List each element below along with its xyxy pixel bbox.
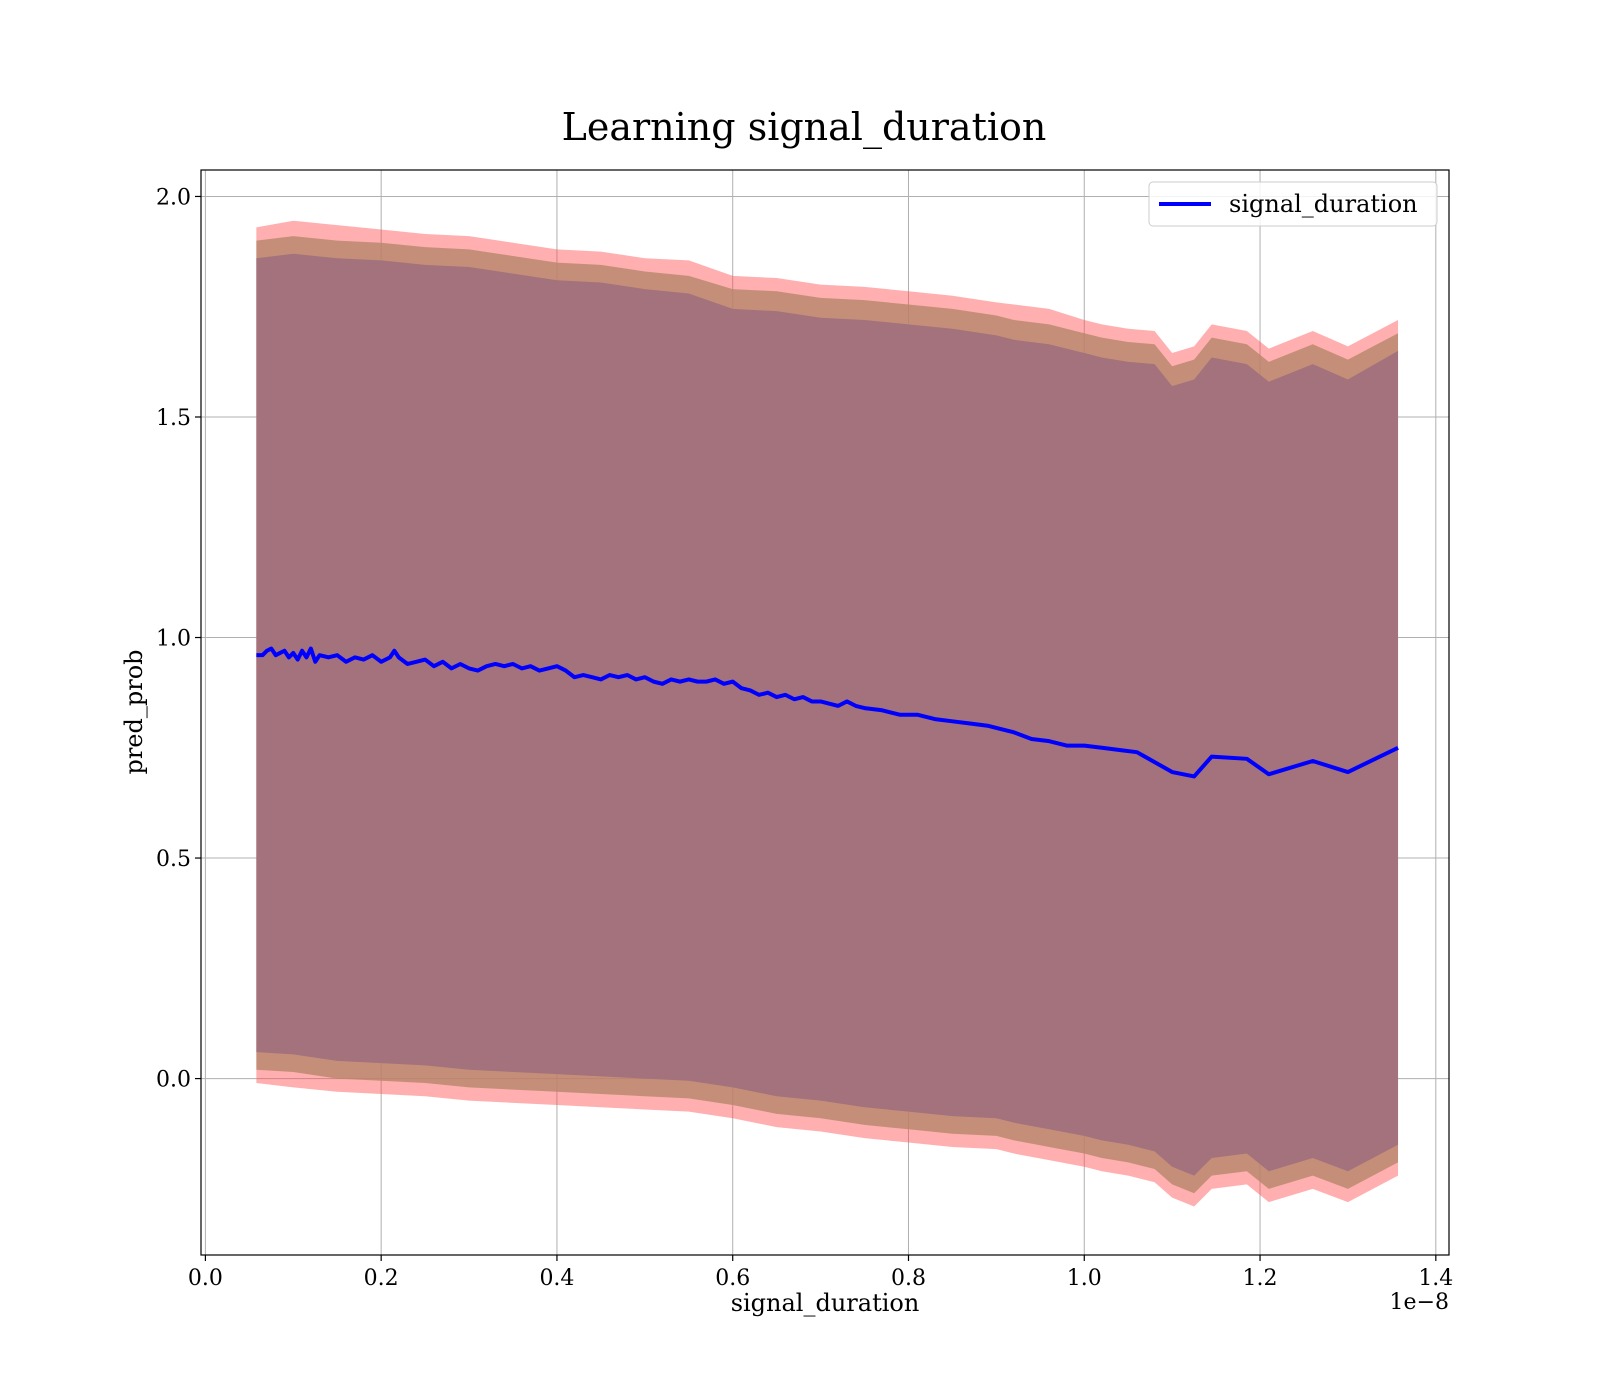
y-tick-label-3: 1.5 bbox=[156, 406, 191, 431]
x-ticks: 0.0 0.2 0.4 0.6 0.8 1.0 1.2 1.4 bbox=[188, 1255, 1453, 1291]
x-axis-label: signal_duration bbox=[731, 1289, 920, 1317]
y-tick-label-4: 2.0 bbox=[156, 185, 191, 210]
plot-frame bbox=[200, 169, 1450, 1256]
legend-box bbox=[1148, 181, 1438, 227]
legend: signal_duration bbox=[1148, 181, 1438, 227]
series-line-0 bbox=[256, 646, 1399, 779]
y-ticks: 0.0 0.5 1.0 1.5 2.0 bbox=[156, 185, 201, 1093]
confidence-band-2 bbox=[256, 253, 1399, 1176]
x-tick-label-2: 0.4 bbox=[539, 1266, 574, 1291]
x-tick-label-4: 0.8 bbox=[891, 1266, 926, 1291]
y-tick-label-0: 0.0 bbox=[156, 1068, 191, 1093]
y-axis-label: pred_prob bbox=[120, 649, 148, 774]
legend-label: signal_duration bbox=[1229, 190, 1418, 218]
y-tick-label-1: 0.5 bbox=[156, 847, 191, 872]
x-tick-label-3: 0.6 bbox=[715, 1266, 750, 1291]
x-tick-label-1: 0.2 bbox=[364, 1266, 399, 1291]
confidence-bands bbox=[256, 220, 1399, 1207]
x-tick-label-0: 0.0 bbox=[188, 1266, 223, 1291]
chart-title: Learning signal_duration bbox=[562, 105, 1047, 150]
y-tick-label-2: 1.0 bbox=[156, 627, 191, 652]
series-lines bbox=[256, 646, 1399, 779]
x-tick-label-6: 1.2 bbox=[1243, 1266, 1278, 1291]
x-offset-label: 1e−8 bbox=[1390, 1290, 1449, 1315]
x-tick-label-5: 1.0 bbox=[1067, 1266, 1102, 1291]
x-tick-label-7: 1.4 bbox=[1418, 1266, 1453, 1291]
